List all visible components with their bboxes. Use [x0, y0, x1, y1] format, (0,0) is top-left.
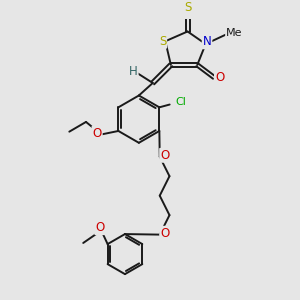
Text: S: S: [184, 1, 191, 14]
Text: O: O: [160, 149, 170, 162]
Text: O: O: [160, 227, 170, 240]
Text: O: O: [95, 221, 104, 234]
Text: Me: Me: [226, 28, 243, 38]
Text: S: S: [159, 35, 166, 48]
Text: Cl: Cl: [175, 97, 186, 107]
Text: O: O: [92, 127, 102, 140]
Text: H: H: [129, 65, 138, 78]
Text: N: N: [203, 35, 212, 48]
Text: O: O: [215, 71, 224, 84]
